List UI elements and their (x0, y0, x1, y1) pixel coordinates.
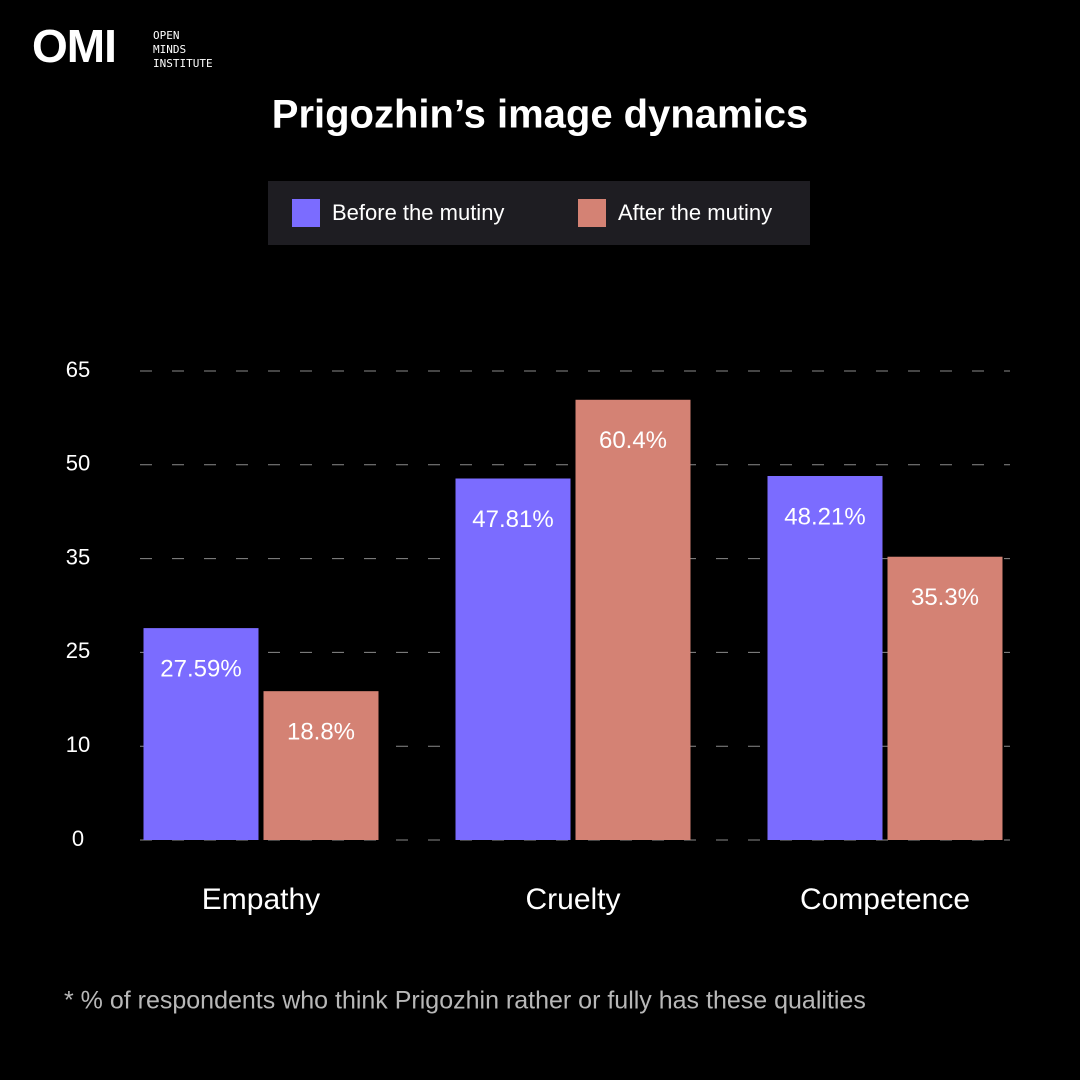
data-label: 27.59% (160, 655, 241, 682)
logo-mark: OMI (32, 20, 116, 72)
y-tick-label: 25 (66, 638, 90, 663)
bar (575, 399, 691, 840)
footnote: * % of respondents who think Prigozhin r… (64, 987, 866, 1015)
x-tick-label: Cruelty (525, 883, 620, 916)
y-tick-label: 35 (66, 544, 90, 569)
legend-label: Before the mutiny (332, 200, 504, 225)
chart-title: Prigozhin’s image dynamics (272, 93, 808, 137)
data-label: 35.3% (911, 584, 979, 611)
data-label: 60.4% (599, 427, 667, 454)
legend-swatch (292, 199, 320, 227)
legend-box (268, 181, 810, 245)
data-label: 47.81% (472, 506, 553, 533)
bar (143, 628, 259, 840)
bar (263, 691, 379, 840)
bar (767, 475, 883, 840)
logo-line: INSTITUTE (153, 57, 213, 70)
bar (887, 556, 1003, 840)
y-tick-label: 0 (72, 826, 84, 851)
legend-swatch (578, 199, 606, 227)
x-tick-label: Competence (800, 883, 970, 916)
data-label: 18.8% (287, 719, 355, 746)
y-tick-label: 50 (66, 451, 90, 476)
y-tick-label: 10 (66, 732, 90, 757)
logo-line: MINDS (153, 43, 186, 56)
logo-line: OPEN (153, 29, 180, 42)
y-tick-label: 65 (66, 357, 90, 382)
legend-label: After the mutiny (618, 200, 772, 225)
x-tick-label: Empathy (202, 883, 320, 916)
bar (455, 478, 571, 840)
data-label: 48.21% (784, 503, 865, 530)
